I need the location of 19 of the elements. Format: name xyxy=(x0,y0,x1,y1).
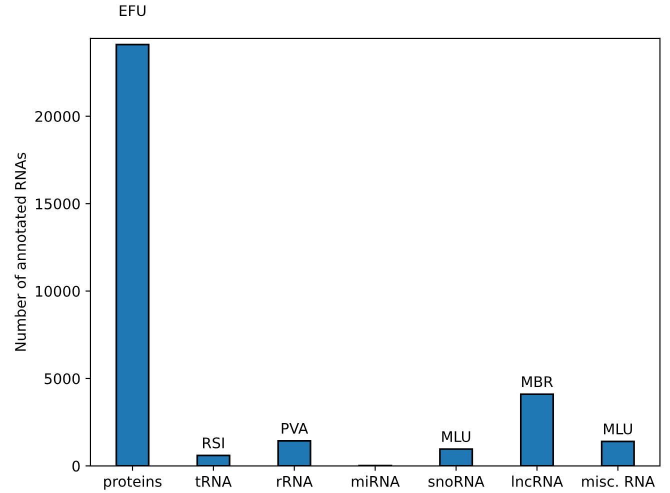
x-tick-label: misc. RNA xyxy=(582,476,655,487)
annotation: MBR xyxy=(522,376,553,388)
y-axis-title: Number of annotated RNAs xyxy=(14,152,26,351)
x-tick-label: rRNA xyxy=(277,476,313,487)
y-tick-label: 0 xyxy=(72,460,80,472)
annotation: MLU xyxy=(442,431,470,442)
y-tick-label: 10000 xyxy=(36,286,80,297)
annotation: PVA xyxy=(282,423,308,434)
x-tick-label: lncRNA xyxy=(512,476,564,487)
y-tick-label: 20000 xyxy=(35,110,80,122)
x-tick-label: tRNA xyxy=(195,476,232,487)
y-tick-label: 5000 xyxy=(44,373,80,384)
annotation: MLU xyxy=(604,424,632,434)
annotation: RSI xyxy=(202,437,224,448)
x-tick-label: snoRNA xyxy=(428,476,484,487)
y-tick-label: 15000 xyxy=(36,198,80,210)
annotation: EFU xyxy=(120,5,146,16)
x-tick-label: proteins xyxy=(104,476,162,490)
x-tick-label: miRNA xyxy=(352,476,400,487)
